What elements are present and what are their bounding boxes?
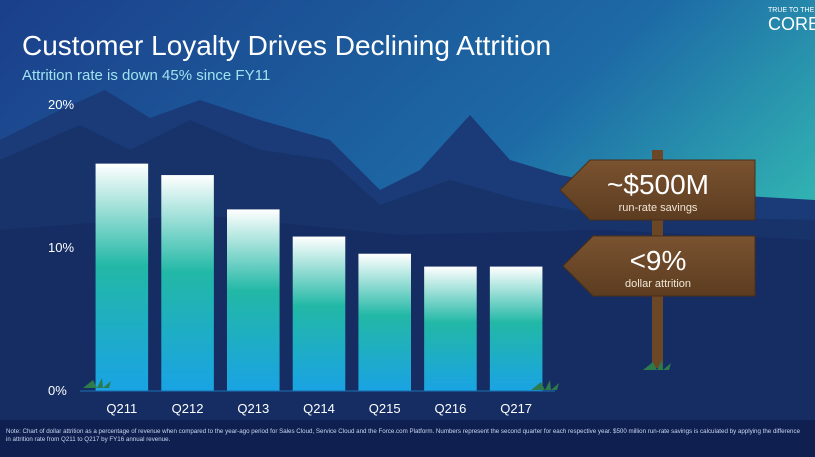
bar (358, 253, 411, 391)
bar (292, 236, 346, 391)
grass (83, 378, 111, 388)
bar (161, 175, 214, 391)
bar (489, 266, 543, 391)
bar (227, 209, 280, 391)
x-tick-label: Q216 (435, 401, 467, 416)
logo-bottom: CORE (768, 14, 815, 34)
sign-headline: ~$500M (607, 169, 709, 200)
sign-headline: <9% (630, 245, 687, 276)
sign-board (559, 159, 756, 221)
footnote: Note: Chart of dollar attrition as a per… (6, 428, 801, 443)
sign-caption: run-rate savings (619, 202, 698, 214)
chart-title: Customer Loyalty Drives Declining Attrit… (22, 30, 551, 61)
footer-band (0, 420, 815, 457)
sign-caption: dollar attrition (625, 278, 691, 290)
y-tick-label: 10% (48, 240, 74, 255)
chart-subtitle: Attrition rate is down 45% since FY11 (22, 67, 270, 84)
x-tick-label: Q215 (369, 401, 401, 416)
y-tick-label: 0% (48, 383, 67, 398)
x-tick-label: Q214 (303, 401, 335, 416)
y-tick-label: 20% (48, 97, 74, 112)
bar (424, 266, 477, 391)
sign-board (562, 235, 756, 297)
bar (95, 163, 149, 391)
logo-top: TRUE TO THE (768, 7, 815, 14)
x-tick-label: Q213 (237, 401, 269, 416)
grass (643, 360, 671, 370)
x-tick-label: Q217 (500, 401, 532, 416)
grass (531, 380, 559, 390)
x-tick-label: Q211 (106, 401, 137, 416)
x-tick-label: Q212 (172, 401, 204, 416)
